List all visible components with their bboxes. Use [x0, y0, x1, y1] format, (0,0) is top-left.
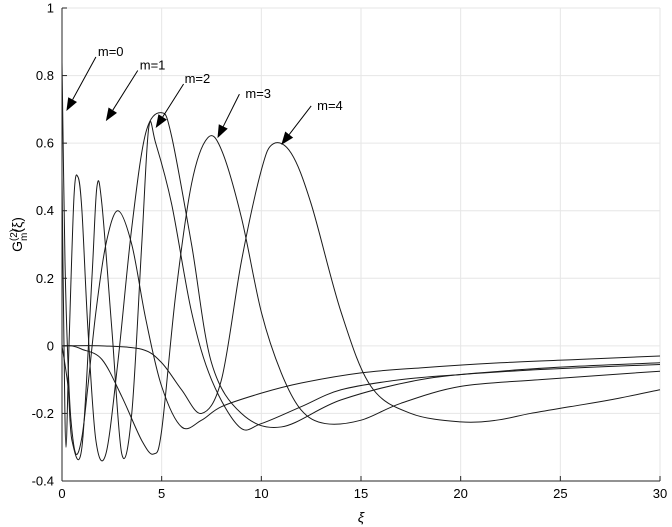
y-axis-label: G(2)m(ξ): [9, 217, 30, 252]
series-line-m3: [61, 135, 661, 455]
y-axis-label-sub: m: [19, 233, 30, 241]
annotation-arrowhead: [66, 97, 77, 112]
curves: [61, 62, 661, 462]
x-tick-label: 5: [158, 486, 165, 501]
y-tick-label: 0.4: [36, 203, 54, 218]
y-tick-label: -0.2: [32, 406, 54, 421]
annotation-label-m1: m=1: [140, 57, 166, 72]
axes: 0 5 10 15 20 25 30 -0.4 -0.2 0 0.2 0.4 0.6 0.8 1: [32, 1, 668, 502]
annotation-label-m3: m=3: [245, 86, 271, 101]
x-tick-label: 30: [653, 486, 667, 501]
y-axis-label-arg: (ξ): [9, 217, 25, 233]
annotation-label-m2: m=2: [185, 71, 211, 86]
axis-labels: ξ G(2)m(ξ): [9, 217, 365, 525]
series-line-m4: [61, 142, 661, 423]
annotation-label-m0: m=0: [98, 44, 124, 59]
y-tick-label: 0.8: [36, 68, 54, 83]
y-axis-label-base: G: [9, 241, 25, 252]
y-tick-label: 0: [47, 338, 54, 353]
annotation-arrow-line: [162, 83, 185, 118]
x-tick-label: 25: [553, 486, 567, 501]
x-tick-label: 10: [254, 486, 268, 501]
series-line-m0: [61, 62, 661, 456]
annotation-arrowhead: [105, 107, 118, 122]
annotation-arrow-line: [72, 56, 97, 100]
y-axis-label-sup: (2): [9, 229, 20, 241]
y-tick-label: -0.4: [32, 474, 54, 489]
annotation-arrow-line: [112, 70, 139, 111]
x-axis-label: ξ: [358, 509, 365, 525]
annotation-arrowhead: [281, 131, 294, 145]
grid-lines: [61, 7, 661, 482]
annotations: m=0 m=1 m=2 m=3 m=4: [66, 44, 343, 145]
series-line-m1: [61, 112, 661, 462]
x-tick-label: 15: [354, 486, 368, 501]
annotation-arrowhead: [155, 114, 167, 128]
x-tick-label: 20: [453, 486, 467, 501]
annotation-arrow-line: [222, 93, 240, 127]
annotation-label-m4: m=4: [317, 98, 343, 113]
annotation-arrowhead: [217, 124, 228, 139]
y-tick-label: 1: [47, 1, 54, 16]
annotation-arrow-line: [288, 105, 312, 135]
y-tick-label: 0.6: [36, 136, 54, 151]
series-line-m2: [61, 120, 661, 461]
y-tick-label: 0.2: [36, 271, 54, 286]
x-tick-label: 0: [58, 486, 65, 501]
